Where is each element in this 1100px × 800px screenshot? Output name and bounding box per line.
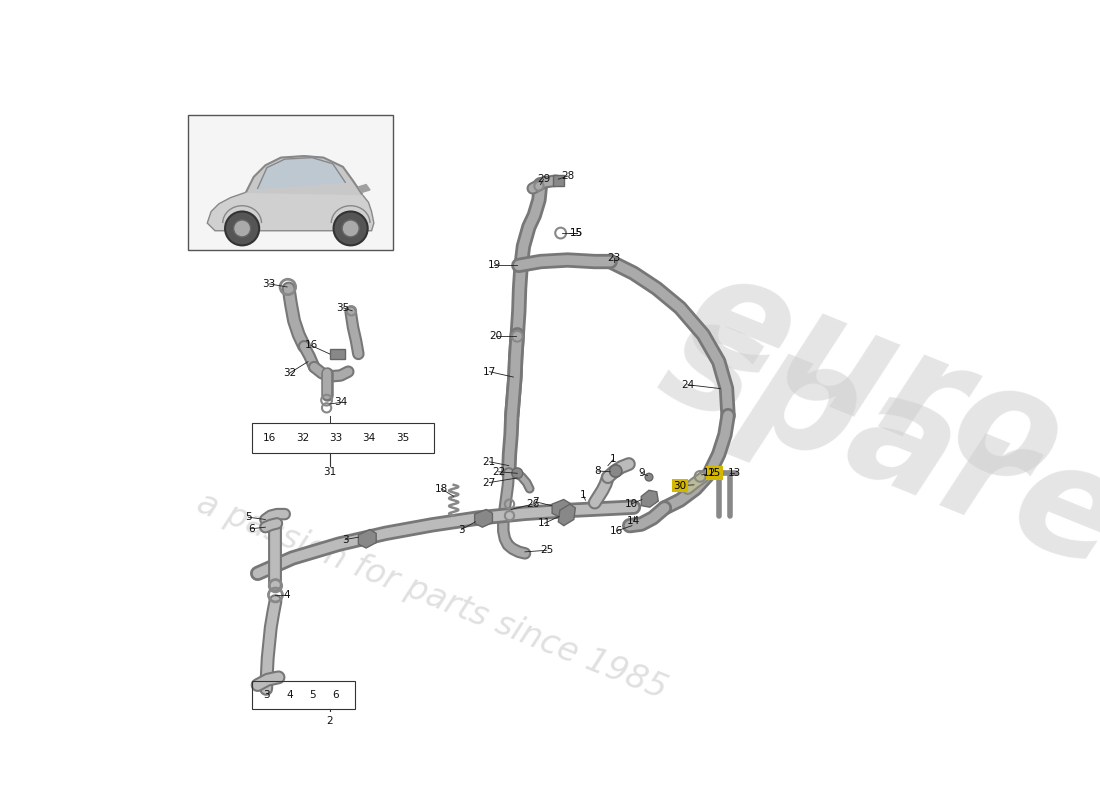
Circle shape: [342, 220, 359, 237]
Text: 11: 11: [538, 518, 551, 528]
Text: 35: 35: [337, 302, 350, 313]
Polygon shape: [559, 504, 575, 526]
Text: 16: 16: [263, 433, 276, 443]
Text: 1: 1: [610, 454, 617, 465]
Text: 13: 13: [727, 468, 741, 478]
Text: 33: 33: [263, 279, 276, 289]
Text: 29: 29: [537, 174, 550, 184]
Text: 34: 34: [363, 433, 376, 443]
Text: 19: 19: [487, 261, 500, 270]
Text: 31: 31: [323, 466, 337, 477]
Circle shape: [226, 211, 260, 246]
Bar: [330, 349, 345, 359]
Text: 32: 32: [283, 368, 296, 378]
Circle shape: [609, 465, 622, 477]
Bar: [252, 423, 434, 453]
Text: 26: 26: [526, 499, 539, 509]
Text: 5: 5: [309, 690, 316, 700]
Text: 15: 15: [570, 228, 583, 238]
Text: 16: 16: [609, 526, 623, 536]
Text: 33: 33: [329, 433, 342, 443]
Text: 18: 18: [434, 484, 448, 494]
Text: 7: 7: [532, 497, 539, 506]
Text: 4: 4: [284, 590, 290, 600]
Text: 5: 5: [245, 512, 252, 522]
Text: 32: 32: [296, 433, 309, 443]
Polygon shape: [207, 178, 374, 230]
Text: 15: 15: [708, 468, 722, 478]
Text: 8: 8: [594, 466, 602, 476]
Text: euro: euro: [664, 238, 1085, 523]
Text: 25: 25: [540, 546, 553, 555]
Polygon shape: [474, 510, 493, 527]
Polygon shape: [359, 530, 376, 548]
Text: 15: 15: [570, 228, 583, 238]
Text: 2: 2: [327, 716, 333, 726]
Circle shape: [512, 468, 522, 478]
Text: 27: 27: [483, 478, 496, 487]
Circle shape: [333, 211, 367, 246]
Text: 20: 20: [490, 331, 502, 342]
Polygon shape: [359, 185, 370, 192]
Text: 10: 10: [625, 499, 638, 509]
Text: 3: 3: [342, 534, 349, 545]
Text: 3: 3: [458, 525, 465, 534]
Text: 4: 4: [286, 690, 293, 700]
Text: a passion for parts since 1985: a passion for parts since 1985: [192, 486, 672, 706]
Circle shape: [645, 474, 653, 481]
Polygon shape: [552, 499, 570, 517]
Circle shape: [233, 220, 251, 237]
Text: 1: 1: [580, 490, 586, 500]
Polygon shape: [257, 158, 345, 188]
Text: 14: 14: [627, 516, 640, 526]
Polygon shape: [641, 490, 658, 507]
Text: 23: 23: [607, 253, 620, 262]
Text: 3: 3: [263, 690, 270, 700]
Text: 24: 24: [681, 380, 694, 390]
Text: 21: 21: [483, 457, 496, 466]
Text: 12: 12: [703, 468, 716, 478]
Text: 34: 34: [334, 398, 348, 407]
Bar: [188, 115, 394, 250]
Text: 16: 16: [305, 341, 318, 350]
Text: 17: 17: [483, 366, 496, 377]
Text: spares: spares: [641, 282, 1100, 634]
Bar: [252, 682, 354, 709]
Text: 6: 6: [249, 524, 255, 534]
Text: 35: 35: [396, 433, 409, 443]
Bar: [553, 175, 564, 186]
Text: 30: 30: [673, 481, 686, 490]
Text: 22: 22: [492, 466, 505, 477]
Text: 28: 28: [561, 171, 574, 181]
Text: 9: 9: [638, 468, 645, 478]
Text: 6: 6: [332, 690, 339, 700]
Polygon shape: [246, 156, 362, 194]
